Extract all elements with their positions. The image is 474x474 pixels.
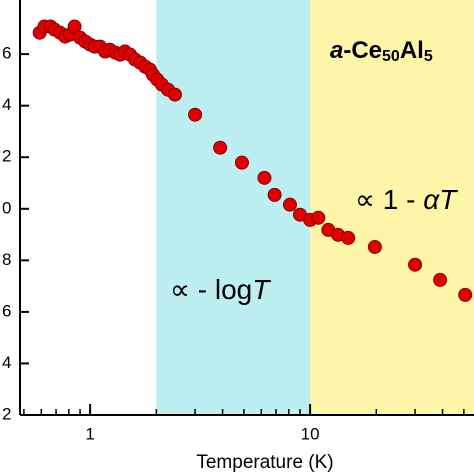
point [433,272,448,287]
point [213,140,228,155]
point [257,170,272,185]
title-part: -Ce [343,37,382,64]
point [167,87,182,102]
title-part: 5 [424,48,433,65]
y-tick-label: 6 [2,44,11,63]
x-tick-label: 1 [85,424,94,443]
x-tick-label: 10 [301,424,320,443]
annotation: ∝ - logT [170,274,271,305]
y-tick-label: 6 [2,301,11,320]
point [311,210,326,225]
point [234,155,249,170]
title-part: a [330,37,343,64]
plot: 6 4 2 0 8 6 4 2 1 10 [2,0,474,443]
point [67,19,82,34]
annotation-part: T [252,274,271,305]
annotation: ∝ 1 - αT [355,184,458,215]
y-tick-label: 4 [2,95,11,114]
title-part: 50 [382,48,400,65]
annotation-part: ∝ - log [170,274,252,305]
point [458,287,473,302]
band [310,0,474,415]
point [267,187,282,202]
y-tick-label: 2 [2,404,11,423]
point [408,257,423,272]
point [188,107,203,122]
y-tick-label: 0 [2,198,11,217]
annotation-part: ∝ 1 - [355,184,423,215]
point [367,239,382,254]
y-tick-label: 8 [2,250,11,269]
chart-title: a-Ce50Al5 [330,37,433,65]
point [282,197,297,212]
y-tick-label: 2 [2,147,11,166]
x-axis-label: Temperature (K) [196,452,333,473]
point [341,230,356,245]
title-part: Al [400,37,424,64]
annotation-part: αT [423,184,458,215]
y-tick-label: 4 [2,353,11,372]
